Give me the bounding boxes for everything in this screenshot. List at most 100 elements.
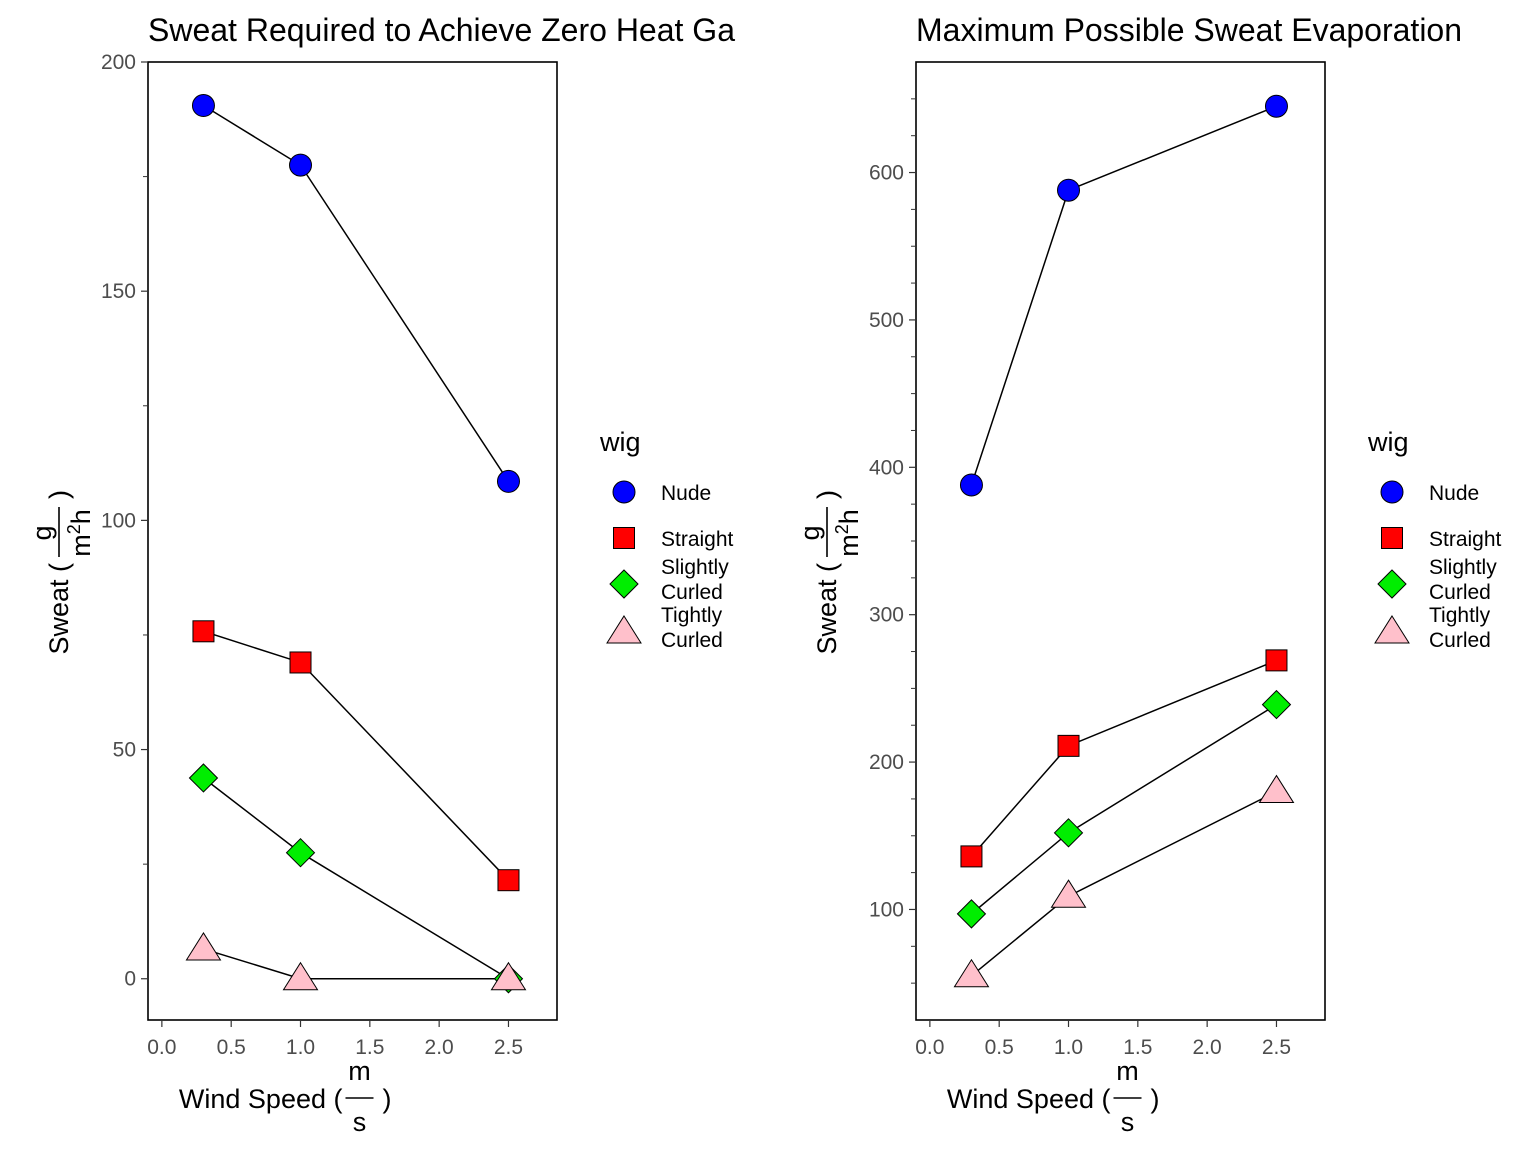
x-axis-label-close: ) [1151,1084,1160,1114]
data-point-nude [1057,178,1081,202]
data-point-straight [497,869,520,892]
legend-label: Curled [661,629,723,652]
legend-item: Nude [612,480,711,505]
x-axis-label-text: Wind Speed ( [179,1084,343,1114]
series-line-straight [203,630,510,881]
x-tick-label: 0.0 [915,1036,944,1059]
data-point-nude [289,153,313,177]
x-tick-label: 2.0 [1193,1036,1222,1059]
x-axis-unit-numerator: m [348,1056,371,1086]
x-axis-label-close: ) [383,1084,392,1114]
y-tick-label: 400 [869,456,904,479]
chart-title: Sweat Required to Achieve Zero Heat Ga [148,12,735,48]
x-tick-label: 2.5 [494,1036,523,1059]
y-axis-label-close: ) [44,490,74,499]
legend-key-triangle [1374,615,1410,644]
chart-title: Maximum Possible Sweat Evaporation [916,12,1462,48]
y-tick-label: 500 [869,309,904,332]
data-point-straight [192,620,215,643]
data-point-tightly-curled [1258,774,1295,804]
data-point-tightly-curled [282,961,319,991]
legend-label: Tightly [661,604,723,627]
plot-border [147,61,558,1021]
data-point-straight [1265,649,1288,672]
y-axis-label: Sweat ( g m2h) [795,490,864,655]
series-line-tightly-curled [203,948,509,980]
series-line-slightly-curled [203,777,509,980]
x-axis-label: Wind Speed (ms) [947,1056,1160,1137]
legend-label: Nude [1429,482,1479,505]
chart-panel-2: Maximum Possible Sweat Evaporation 100 200… [795,12,1502,1137]
data-point-slightly-curled [1053,818,1084,848]
series-line-tightly-curled [970,790,1277,977]
legend-label: Curled [1429,629,1491,652]
x-tick-label: 1.5 [1123,1036,1152,1059]
legend-label: Tightly [1429,604,1491,627]
x-tick-label: 2.5 [1262,1036,1291,1059]
chart-panel-1: Sweat Required to Achieve Zero Heat Ga 0 5… [27,12,735,1137]
y-tick-label: 300 [869,604,904,627]
legend-item: Straight [1381,527,1502,551]
y-tick-label: 200 [869,751,904,774]
y-axis-unit-denominator: m2h [64,509,96,557]
x-axis-label: Wind Speed (ms) [179,1056,392,1137]
data-point-nude [496,469,520,493]
legend-key-circle [612,480,636,504]
y-axis-unit-denominator: m2h [832,509,864,557]
legend-key-diamond [1377,569,1407,599]
y-tick-label: 50 [113,739,136,762]
x-tick-label: 1.0 [286,1036,315,1059]
series-line-slightly-curled [970,703,1277,915]
legend-key-diamond [609,569,639,599]
legend-item: Nude [1380,480,1479,505]
x-axis-unit-denominator: s [353,1107,367,1137]
legend-label: Slightly [1429,556,1497,579]
plot-border [915,61,1326,1021]
data-point-tightly-curled [490,961,527,991]
x-tick-label: 0.5 [985,1036,1014,1059]
x-axis-unit-denominator: s [1121,1107,1135,1137]
data-point-slightly-curled [956,899,987,929]
data-point-slightly-curled [285,837,316,868]
data-point-nude [1264,94,1288,118]
legend: wig Nude Straight SlightlyCurledTightlyCurl… [599,427,734,652]
legend: wigNudeStraightSlightlyCurledTightlyCurl… [1367,427,1502,652]
legend-label: Straight [661,528,734,551]
data-point-straight [289,651,312,674]
series-line-straight [970,659,1277,857]
data-point-straight [1057,734,1080,757]
y-axis-unit-numerator: g [795,525,825,540]
x-tick-label: 2.0 [425,1036,454,1059]
y-tick-label: 600 [869,162,904,185]
legend-key-triangle [606,615,642,644]
x-tick-label: 1.0 [1054,1036,1083,1059]
y-axis-label-text: Sweat ( [44,563,74,655]
legend-title: wig [599,427,641,457]
legend-item: Straight [613,527,734,551]
y-tick-label: 0 [124,968,136,991]
y-axis-label-text: Sweat ( [812,563,842,655]
x-axis-label-text: Wind Speed ( [947,1084,1111,1114]
legend-title: wig [1367,427,1409,457]
y-axis-label-close: ) [812,490,842,499]
x-tick-label: 1.5 [355,1036,384,1059]
data-point-tightly-curled [185,932,222,961]
legend-label: Curled [1429,581,1491,604]
y-axis-unit-numerator: g [27,525,57,540]
y-axis-label: Sweat ( g m2h) [27,490,96,655]
y-tick-label: 150 [101,280,136,303]
x-tick-label: 0.5 [217,1036,246,1059]
legend-label: Straight [1429,528,1502,551]
y-tick-label: 100 [101,509,136,532]
legend-key-square [613,527,635,549]
series-line-nude [970,105,1277,486]
data-point-nude [191,94,215,118]
data-point-slightly-curled [1261,689,1292,720]
legend-key-square [1381,527,1403,549]
legend-label: Curled [661,581,723,604]
